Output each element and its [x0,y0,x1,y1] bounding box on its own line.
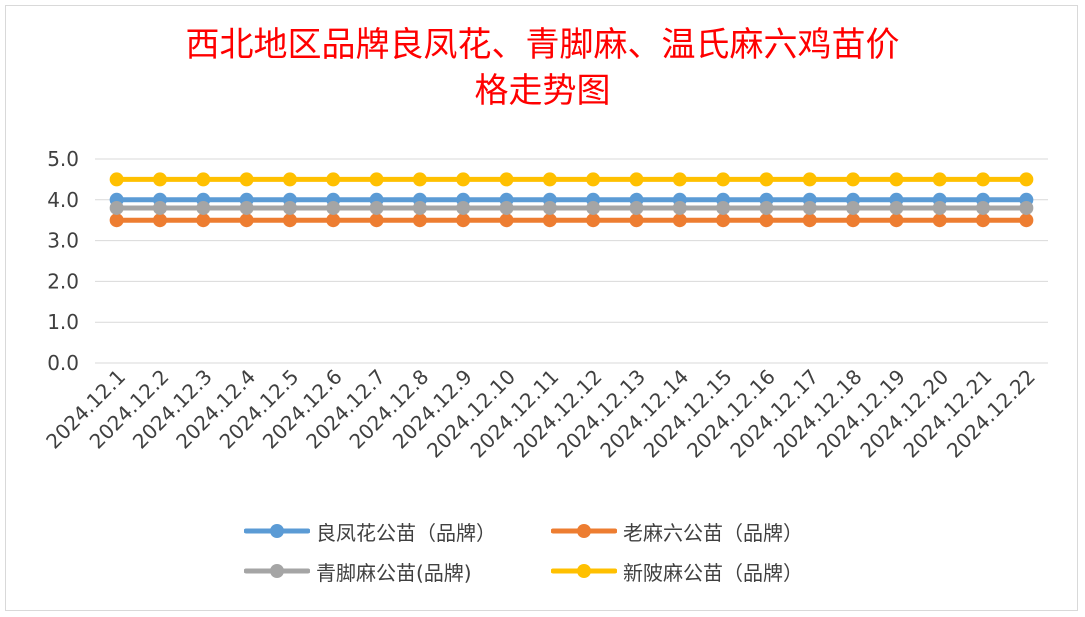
data-point-s4-10 [499,172,514,187]
data-point-s2-9 [456,213,471,228]
data-point-s3-18 [846,200,861,215]
data-point-s2-13 [629,213,644,228]
data-point-s2-14 [672,213,687,228]
data-point-s3-17 [802,200,817,215]
data-point-s3-10 [499,200,514,215]
legend-label-series-4: 新陂麻公苗（品牌） [623,560,803,585]
data-point-s4-15 [716,172,731,187]
y-tick-label-0: 0.0 [47,351,79,375]
legend-label-series-3: 青脚麻公苗(品牌) [316,560,472,585]
y-tick-label-1: 1.0 [47,310,79,334]
data-point-s4-12 [586,172,601,187]
data-point-s3-11 [542,200,557,215]
data-point-s2-6 [326,213,341,228]
data-point-s3-21 [976,200,991,215]
data-point-s4-2 [152,172,167,187]
data-point-s2-20 [932,213,947,228]
data-point-s3-22 [1019,200,1034,215]
data-point-s4-1 [109,172,124,187]
data-point-s4-22 [1019,172,1034,187]
data-point-s4-11 [542,172,557,187]
data-point-s4-19 [889,172,904,187]
data-point-s3-6 [326,200,341,215]
data-point-s3-12 [586,200,601,215]
data-point-s4-6 [326,172,341,187]
data-point-s3-15 [716,200,731,215]
data-point-s2-17 [802,213,817,228]
data-point-s3-4 [239,200,254,215]
data-point-s3-2 [152,200,167,215]
data-point-s4-5 [282,172,297,187]
chart-title-line-2: 格走势图 [474,71,611,111]
data-point-s2-3 [196,213,211,228]
data-point-s4-9 [456,172,471,187]
data-point-s3-14 [672,200,687,215]
legend-item-series-4: 新陂麻公苗（品牌） [551,554,803,588]
data-point-s2-5 [282,213,297,228]
data-point-s2-10 [499,213,514,228]
data-point-s4-16 [759,172,774,187]
data-point-s2-1 [109,213,124,228]
y-tick-label-5: 5.0 [47,147,79,171]
data-point-s2-8 [412,213,427,228]
data-point-s2-12 [586,213,601,228]
data-point-s2-21 [976,213,991,228]
legend-swatch-series-1 [244,524,310,538]
legend-swatch-series-3 [244,564,310,578]
data-point-s4-8 [412,172,427,187]
data-point-s4-18 [846,172,861,187]
data-point-s4-4 [239,172,254,187]
data-point-s4-7 [369,172,384,187]
chart-title-line-1: 西北地区品牌良凤花、青脚麻、温氏麻六鸡苗价 [185,25,900,65]
data-point-s2-18 [846,213,861,228]
data-point-s3-7 [369,200,384,215]
legend-swatch-series-4 [551,564,617,578]
data-point-s3-13 [629,200,644,215]
data-point-s3-20 [932,200,947,215]
data-point-s4-20 [932,172,947,187]
data-point-s2-2 [152,213,167,228]
data-point-s3-5 [282,200,297,215]
data-point-s2-22 [1019,213,1034,228]
data-point-s3-1 [109,200,124,215]
data-point-s3-16 [759,200,774,215]
legend-label-series-1: 良凤花公苗（品牌） [316,520,496,545]
data-point-s4-14 [672,172,687,187]
data-point-s3-19 [889,200,904,215]
legend-item-series-3: 青脚麻公苗(品牌) [244,554,472,588]
legend-item-series-2: 老麻六公苗（品牌） [551,514,803,548]
data-point-s3-8 [412,200,427,215]
data-point-s4-3 [196,172,211,187]
y-tick-label-3: 3.0 [47,229,79,253]
data-point-s2-15 [716,213,731,228]
data-point-s4-21 [976,172,991,187]
y-tick-label-4: 4.0 [47,188,79,212]
y-tick-label-2: 2.0 [47,269,79,293]
legend-item-series-1: 良凤花公苗（品牌） [244,514,496,548]
data-point-s3-9 [456,200,471,215]
data-point-s4-13 [629,172,644,187]
chart-frame [5,5,1078,611]
data-point-s2-4 [239,213,254,228]
chart-title: 西北地区品牌良凤花、青脚麻、温氏麻六鸡苗价 格走势图 [0,22,1085,114]
legend-swatch-series-2 [551,524,617,538]
data-point-s3-3 [196,200,211,215]
data-point-s2-7 [369,213,384,228]
data-point-s2-19 [889,213,904,228]
legend-label-series-2: 老麻六公苗（品牌） [623,520,803,545]
data-point-s2-16 [759,213,774,228]
data-point-s4-17 [802,172,817,187]
data-point-s2-11 [542,213,557,228]
